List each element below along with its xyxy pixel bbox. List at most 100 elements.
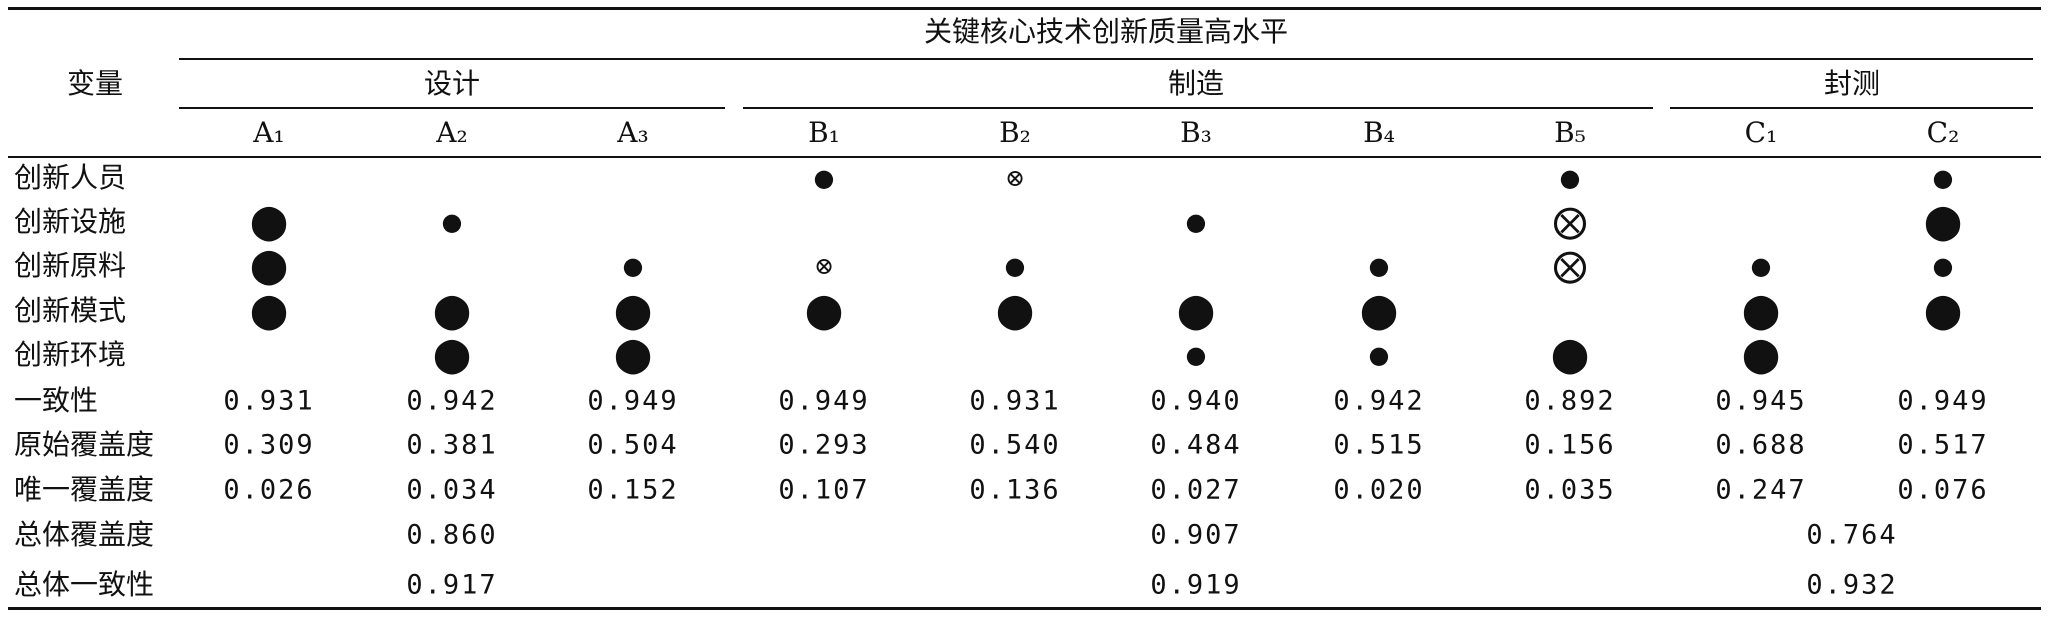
config-symbol: ● (441, 208, 463, 236)
config-symbol: ● (622, 252, 644, 280)
cell-value: 0.156 (1524, 429, 1616, 461)
bottom-rule (8, 607, 2041, 610)
column-header: B₃ (1180, 116, 1212, 149)
cell-value: 0.931 (223, 385, 315, 417)
row-label: 创新人员 (14, 161, 127, 194)
total-value: 0.932 (1806, 569, 1898, 601)
config-symbol: ● (1750, 252, 1772, 280)
config-symbol: ⬤ (613, 335, 653, 375)
cell-value: 0.942 (1333, 385, 1425, 417)
config-symbol: ⬤ (1176, 291, 1216, 331)
row-label: 总体覆盖度 (14, 518, 155, 551)
header-rule (8, 156, 2041, 158)
config-symbol: ● (1004, 252, 1026, 280)
row-label: 创新设施 (14, 205, 127, 238)
group-rule (179, 107, 725, 109)
cell-value: 0.020 (1333, 474, 1425, 506)
table-title: 关键核心技术创新质量高水平 (923, 15, 1289, 48)
config-symbol: ⬤ (1741, 291, 1781, 331)
cell-value: 0.309 (223, 429, 315, 461)
column-header: C₂ (1926, 116, 1960, 149)
config-symbol: ● (1185, 341, 1207, 369)
column-header: B₁ (808, 116, 840, 149)
group-rule (1670, 107, 2033, 109)
config-symbol: ⬤ (249, 202, 289, 242)
column-header: B₅ (1554, 116, 1586, 149)
total-value: 0.764 (1806, 519, 1898, 551)
column-header: B₄ (1363, 116, 1395, 149)
config-symbol: ⬤ (432, 291, 472, 331)
row-header: 变量 (66, 67, 124, 100)
config-symbol: ⬤ (1923, 202, 1963, 242)
cell-value: 0.034 (406, 474, 498, 506)
group-rule (743, 107, 1653, 109)
cell-value: 0.136 (969, 474, 1061, 506)
config-symbol: ⬤ (1359, 291, 1399, 331)
row-label: 原始覆盖度 (14, 428, 155, 461)
column-header: C₁ (1744, 116, 1778, 149)
top-rule (8, 7, 2041, 10)
cell-value: 0.515 (1333, 429, 1425, 461)
total-value: 0.860 (406, 519, 498, 551)
cell-value: 0.026 (223, 474, 315, 506)
row-label: 一致性 (14, 384, 99, 417)
config-symbol: ● (1368, 252, 1390, 280)
config-symbol: ● (1185, 208, 1207, 236)
config-symbol: ⬤ (1741, 335, 1781, 375)
column-header: A₃ (617, 116, 649, 149)
cell-value: 0.076 (1897, 474, 1989, 506)
total-value: 0.917 (406, 569, 498, 601)
total-value: 0.907 (1150, 519, 1242, 551)
column-header: A₁ (253, 116, 285, 149)
cell-value: 0.107 (778, 474, 870, 506)
cell-value: 0.945 (1715, 385, 1807, 417)
cell-value: 0.484 (1150, 429, 1242, 461)
cell-value: 0.949 (1897, 385, 1989, 417)
config-symbol: ● (1559, 164, 1581, 192)
title-rule (179, 58, 2033, 60)
cell-value: 0.381 (406, 429, 498, 461)
cell-value: 0.293 (778, 429, 870, 461)
config-symbol: ● (813, 164, 835, 192)
total-value: 0.919 (1150, 569, 1242, 601)
row-label: 创新环境 (14, 338, 127, 371)
config-symbol: ⬤ (613, 291, 653, 331)
config-symbol: ⬤ (249, 246, 289, 286)
config-symbol: ⬤ (432, 335, 472, 375)
cell-value: 0.517 (1897, 429, 1989, 461)
config-symbol: ● (1932, 252, 1954, 280)
cell-value: 0.247 (1715, 474, 1807, 506)
column-header: A₂ (436, 116, 468, 149)
row-label: 创新模式 (14, 294, 127, 327)
cell-value: 0.504 (587, 429, 679, 461)
config-symbol: ⬤ (804, 291, 844, 331)
cell-value: 0.940 (1150, 385, 1242, 417)
group-header: 设计 (423, 67, 481, 100)
cell-value: 0.035 (1524, 474, 1616, 506)
config-symbol: ⊗ (1004, 164, 1026, 192)
config-symbol: ⬤ (1550, 335, 1590, 375)
cell-value: 0.949 (778, 385, 870, 417)
group-header: 制造 (1167, 67, 1225, 100)
cell-value: 0.949 (587, 385, 679, 417)
config-symbol: ⬤ (249, 291, 289, 331)
config-symbol: ⊗ (813, 252, 835, 280)
config-symbol: ● (1932, 164, 1954, 192)
config-symbol: ⬤ (1923, 291, 1963, 331)
row-label: 总体一致性 (14, 568, 155, 601)
group-header: 封测 (1823, 67, 1881, 100)
config-symbol: ⨂ (1553, 202, 1587, 242)
cell-value: 0.152 (587, 474, 679, 506)
column-header: B₂ (999, 116, 1031, 149)
cell-value: 0.942 (406, 385, 498, 417)
config-symbol: ⨂ (1553, 246, 1587, 286)
config-symbol: ⬤ (995, 291, 1035, 331)
row-label: 唯一覆盖度 (14, 473, 155, 506)
cell-value: 0.688 (1715, 429, 1807, 461)
cell-value: 0.931 (969, 385, 1061, 417)
cell-value: 0.892 (1524, 385, 1616, 417)
cell-value: 0.027 (1150, 474, 1242, 506)
cell-value: 0.540 (969, 429, 1061, 461)
row-label: 创新原料 (14, 249, 127, 282)
